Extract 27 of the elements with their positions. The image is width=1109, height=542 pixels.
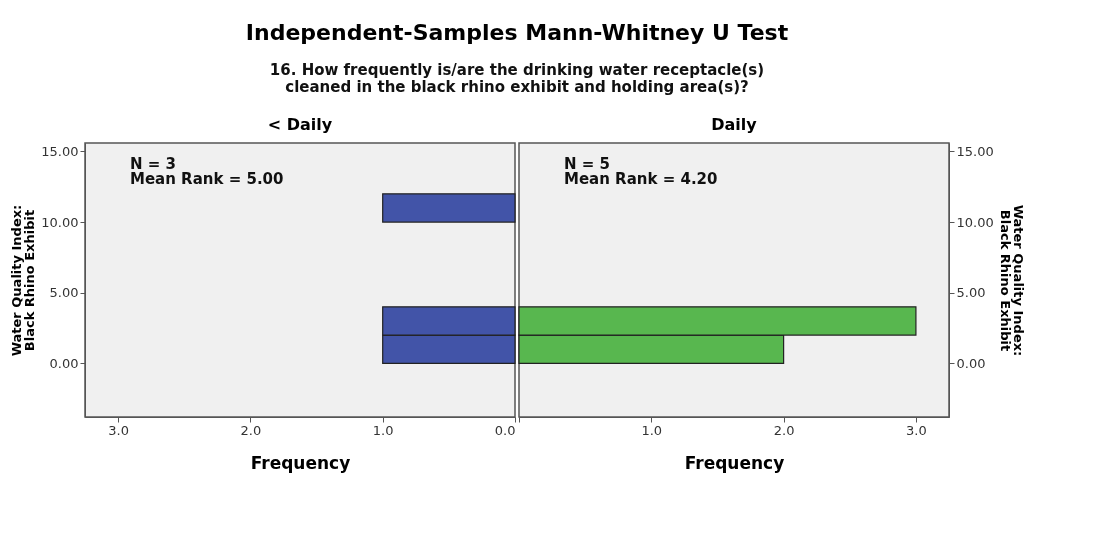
x-tick-label: 0.0 [494, 422, 516, 438]
y-axis-title: Water Quality Index: Black Rhino Exhibit [9, 204, 38, 357]
annotation: Mean Rank = 5.00 [130, 170, 284, 188]
y-tick-label: 5.00 [956, 285, 986, 301]
x-tick-label: 3.0 [108, 422, 129, 438]
x-tick-label: 1.0 [372, 422, 394, 438]
annotation: N = 3 [130, 155, 177, 173]
annotation: N = 5 [564, 155, 611, 173]
legend-title: < Daily [267, 115, 333, 134]
y-tick-label: 0.00 [49, 355, 79, 371]
y-axis-title: Water Quality Index: Black Rhino Exhibit [997, 204, 1026, 357]
x-tick-label: 2.0 [240, 422, 262, 438]
y-tick-label: 10.00 [41, 214, 79, 230]
legend-title: Daily [711, 115, 758, 134]
y-tick-label: 10.00 [956, 214, 994, 230]
x-axis-title: Frequency [250, 452, 351, 473]
y-tick-label: 0.00 [956, 355, 986, 371]
y-tick-label: 15.00 [41, 143, 79, 159]
y-tick-label: 5.00 [49, 285, 79, 301]
annotation: Mean Rank = 4.20 [564, 170, 718, 188]
x-tick-label: 2.0 [773, 422, 795, 438]
y-tick-label: 15.00 [956, 143, 994, 159]
chart-subtitle: 16. How frequently is/are the drinking water receptacle(s) cleaned in the black rhino exhibit and holding area(s)? [269, 61, 765, 97]
chart-title: Independent-Samples Mann-Whitney U Test [245, 20, 789, 46]
x-axis-title: Frequency [684, 452, 785, 473]
x-tick-label: 1.0 [641, 422, 663, 438]
x-tick-label: 3.0 [906, 422, 927, 438]
